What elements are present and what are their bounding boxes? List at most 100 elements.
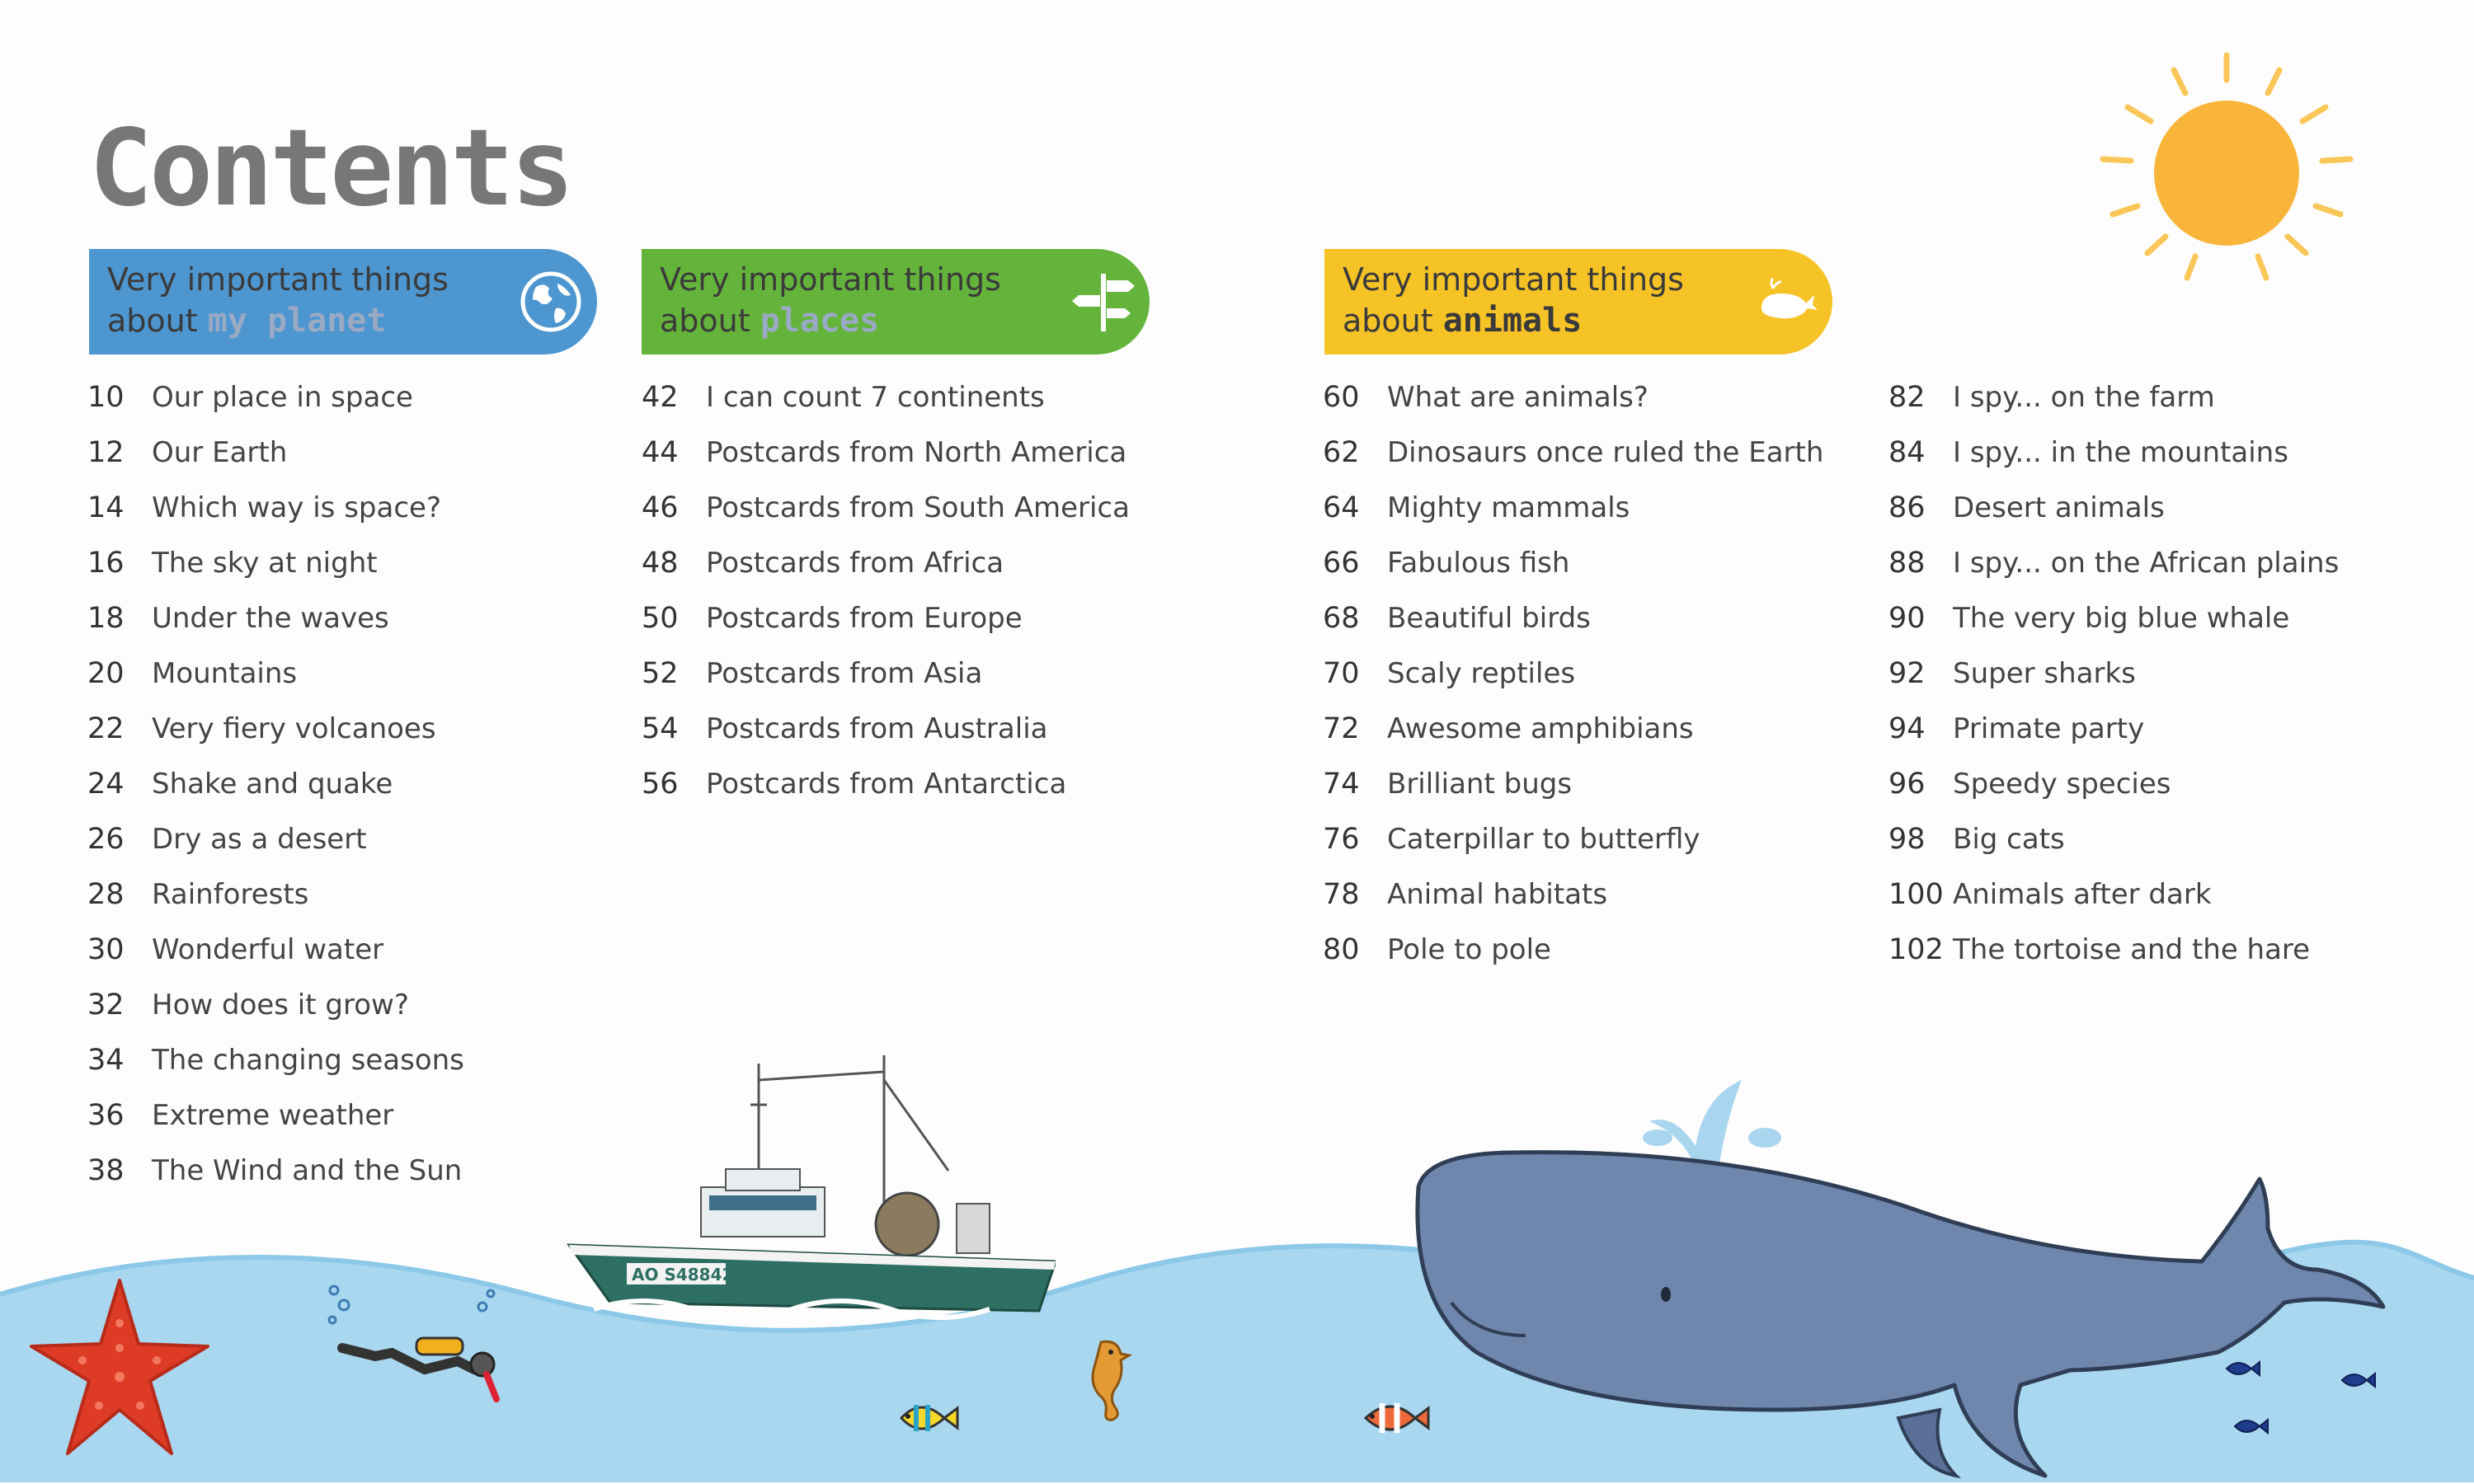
contents-entry[interactable]: 42 I can count 7 continents (642, 369, 1130, 425)
page-number: 84 (1888, 435, 1926, 469)
section-header-prefix: about (107, 303, 208, 339)
contents-entry[interactable]: 94 Primate party (1888, 701, 2339, 756)
contents-entry[interactable]: 12 Our Earth (87, 425, 464, 480)
contents-entry[interactable]: 22 Very fiery volcanoes (87, 701, 464, 756)
page-number: 90 (1888, 601, 1926, 635)
entry-title: Speedy species (1953, 767, 2171, 801)
entry-title: Postcards from Antarctica (706, 767, 1067, 801)
contents-entry[interactable]: 44 Postcards from North America (642, 425, 1130, 480)
sun-icon (2100, 52, 2354, 281)
contents-entry[interactable]: 26 Dry as a desert (87, 811, 464, 866)
page-number: 100 (1888, 877, 1944, 911)
contents-entry[interactable]: 54 Postcards from Australia (642, 701, 1130, 756)
contents-entry[interactable]: 10 Our place in space (87, 369, 464, 425)
contents-entry[interactable]: 82 I spy... on the farm (1888, 369, 2339, 425)
contents-entry[interactable]: 28 Rainforests (87, 866, 464, 922)
page-number: 44 (642, 435, 679, 469)
contents-entry[interactable]: 74 Brilliant bugs (1323, 756, 1823, 811)
entry-title: I spy... on the African plains (1953, 546, 2340, 580)
contents-entry[interactable]: 16 The sky at night (87, 535, 464, 590)
contents-entry[interactable]: 34 The changing seasons (87, 1032, 464, 1087)
page-number: 12 (87, 435, 125, 469)
contents-entry[interactable]: 20 Mountains (87, 646, 464, 701)
entry-title: Dry as a desert (152, 822, 367, 856)
page-number: 94 (1888, 711, 1926, 745)
contents-entry[interactable]: 102 The tortoise and the hare (1888, 922, 2339, 977)
contents-entry[interactable]: 68 Beautiful birds (1323, 590, 1823, 646)
section-header-topic: my planet (207, 302, 387, 340)
entry-title: Mountains (152, 656, 298, 690)
contents-entry[interactable]: 70 Scaly reptiles (1323, 646, 1823, 701)
page-number: 46 (642, 491, 679, 524)
contents-entry[interactable]: 62 Dinosaurs once ruled the Earth (1323, 425, 1823, 480)
contents-entry[interactable]: 88 I spy... on the African plains (1888, 535, 2339, 590)
globe-icon (520, 271, 581, 332)
contents-entry[interactable]: 32 How does it grow? (87, 977, 464, 1032)
contents-entry[interactable]: 78 Animal habitats (1323, 866, 1823, 922)
entry-title: Big cats (1953, 822, 2065, 856)
contents-entry[interactable]: 50 Postcards from Europe (642, 590, 1130, 646)
entry-title: The sky at night (152, 546, 378, 580)
section-header-line1: Very important things (107, 261, 449, 298)
page-number: 92 (1888, 656, 1926, 690)
page-number: 36 (87, 1098, 125, 1132)
page-number: 52 (642, 656, 679, 690)
page-number: 20 (87, 656, 125, 690)
contents-entry[interactable]: 72 Awesome amphibians (1323, 701, 1823, 756)
contents-entry[interactable]: 66 Fabulous fish (1323, 535, 1823, 590)
page-number: 26 (87, 822, 125, 856)
entry-title: I spy... on the farm (1953, 380, 2215, 414)
contents-entry[interactable]: 30 Wonderful water (87, 922, 464, 977)
page-number: 24 (87, 767, 125, 801)
contents-entry[interactable]: 92 Super sharks (1888, 646, 2339, 701)
contents-entry[interactable]: 76 Caterpillar to butterfly (1323, 811, 1823, 866)
contents-entry[interactable]: 38 The Wind and the Sun (87, 1143, 464, 1198)
entry-title: How does it grow? (152, 988, 409, 1021)
entry-title: Brilliant bugs (1387, 767, 1573, 801)
page-number: 22 (87, 711, 125, 745)
page-number: 98 (1888, 822, 1926, 856)
page-number: 54 (642, 711, 679, 745)
page-number: 66 (1323, 546, 1360, 580)
contents-entry[interactable]: 86 Desert animals (1888, 480, 2339, 535)
entry-title: The changing seasons (152, 1043, 464, 1077)
contents-list-planet: 10 Our place in space 12 Our Earth 14 Which w… (87, 369, 464, 1198)
contents-entry[interactable]: 80 Pole to pole (1323, 922, 1823, 977)
contents-entry[interactable]: 96 Speedy species (1888, 756, 2339, 811)
page-number: 10 (87, 380, 125, 414)
contents-entry[interactable]: 84 I spy... in the mountains (1888, 425, 2339, 480)
starfish-icon (30, 1279, 209, 1455)
contents-entry[interactable]: 24 Shake and quake (87, 756, 464, 811)
entry-title: Which way is space? (152, 491, 441, 524)
contents-entry[interactable]: 98 Big cats (1888, 811, 2339, 866)
section-header-prefix: about (660, 303, 760, 339)
contents-entry[interactable]: 46 Postcards from South America (642, 480, 1130, 535)
contents-entry[interactable]: 56 Postcards from Antarctica (642, 756, 1130, 811)
entry-title: Caterpillar to butterfly (1387, 822, 1700, 856)
entry-title: Rainforests (152, 877, 309, 911)
clownfish-icon (1363, 1403, 1430, 1433)
page-number: 96 (1888, 767, 1926, 801)
page-number: 50 (642, 601, 679, 635)
section-header-planet: Very important things about my planet (89, 249, 597, 355)
contents-entry[interactable]: 18 Under the waves (87, 590, 464, 646)
page-number: 62 (1323, 435, 1360, 469)
entry-title: Our Earth (152, 435, 288, 469)
diver-icon (327, 1284, 500, 1402)
contents-entry[interactable]: 48 Postcards from Africa (642, 535, 1130, 590)
contents-entry[interactable]: 64 Mighty mammals (1323, 480, 1823, 535)
seahorse-icon (1091, 1340, 1133, 1421)
section-header-topic: animals (1442, 302, 1583, 340)
section-header-line1: Very important things (660, 261, 1001, 298)
page-number: 70 (1323, 656, 1360, 690)
contents-list-places: 42 I can count 7 continents 44 Postcards fr… (642, 369, 1130, 811)
contents-entry[interactable]: 100 Animals after dark (1888, 866, 2339, 922)
contents-entry[interactable]: 52 Postcards from Asia (642, 646, 1130, 701)
section-header-animals: Very important things about animals (1324, 249, 1832, 355)
contents-entry[interactable]: 36 Extreme weather (87, 1087, 464, 1143)
entry-title: Extreme weather (152, 1098, 394, 1132)
contents-entry[interactable]: 90 The very big blue whale (1888, 590, 2339, 646)
contents-entry[interactable]: 14 Which way is space? (87, 480, 464, 535)
page-number: 60 (1323, 380, 1360, 414)
contents-entry[interactable]: 60 What are animals? (1323, 369, 1823, 425)
